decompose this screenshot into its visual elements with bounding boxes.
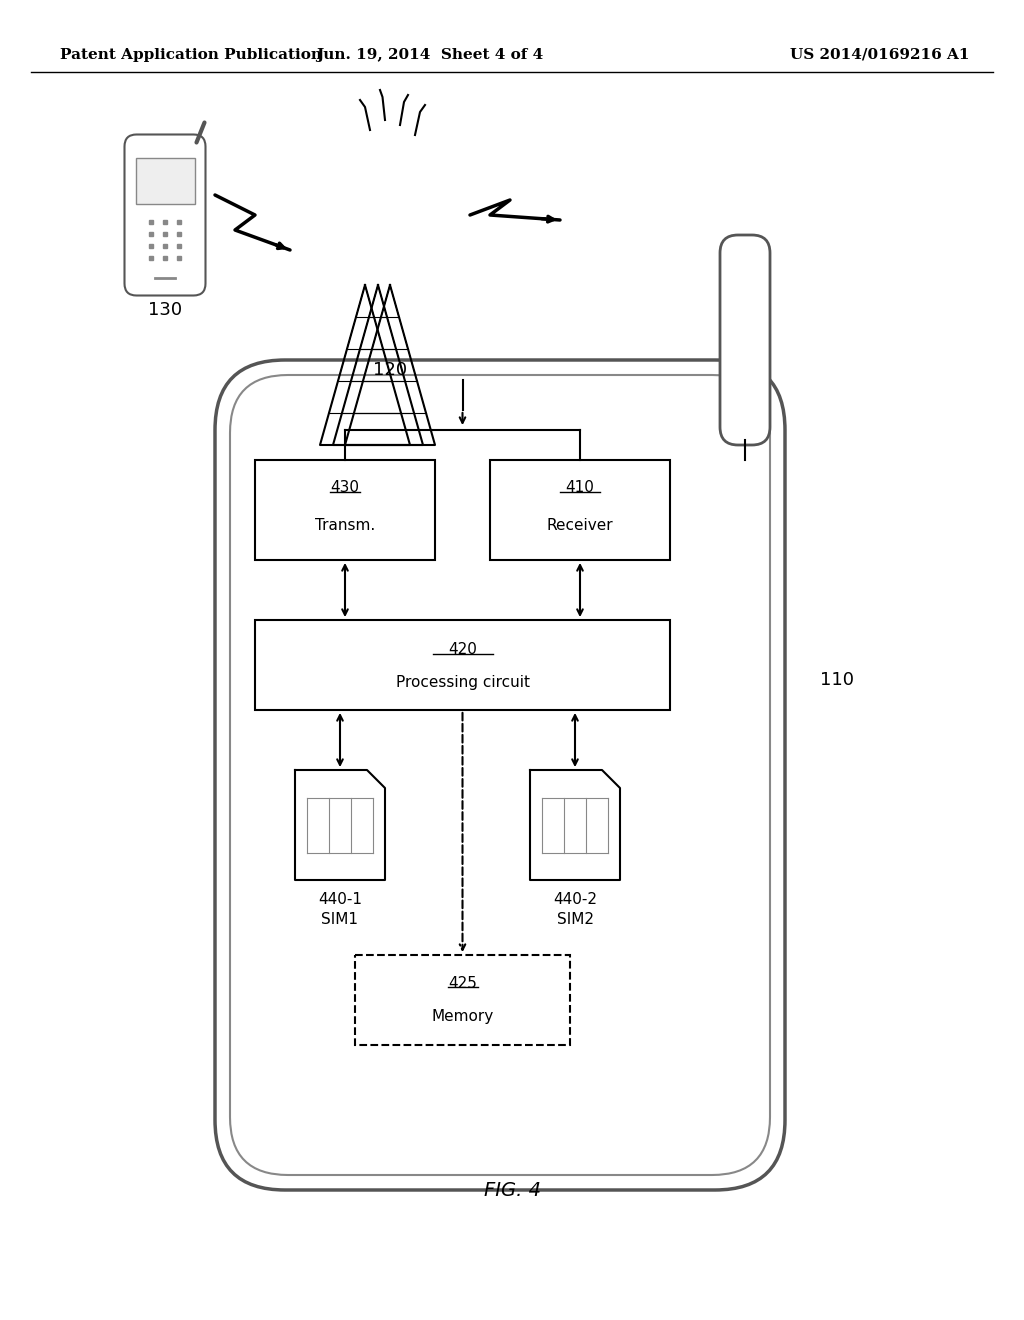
Text: 120: 120	[373, 360, 408, 379]
FancyBboxPatch shape	[255, 620, 670, 710]
Text: 130: 130	[147, 301, 182, 319]
Text: 425: 425	[449, 975, 477, 990]
Text: FIG. 4: FIG. 4	[483, 1180, 541, 1200]
Text: 410: 410	[565, 480, 595, 495]
Text: Memory: Memory	[431, 1010, 494, 1024]
FancyBboxPatch shape	[255, 459, 435, 560]
Text: US 2014/0169216 A1: US 2014/0169216 A1	[791, 48, 970, 62]
Text: SIM1: SIM1	[322, 912, 358, 928]
Text: 110: 110	[820, 671, 854, 689]
Polygon shape	[530, 770, 620, 880]
Text: 420: 420	[449, 643, 477, 657]
Text: Receiver: Receiver	[547, 517, 613, 532]
FancyBboxPatch shape	[720, 235, 770, 445]
FancyBboxPatch shape	[135, 157, 195, 205]
Text: SIM2: SIM2	[556, 912, 594, 928]
Text: 430: 430	[331, 480, 359, 495]
Text: Jun. 19, 2014  Sheet 4 of 4: Jun. 19, 2014 Sheet 4 of 4	[316, 48, 544, 62]
Polygon shape	[295, 770, 385, 880]
Text: 440-1: 440-1	[318, 892, 362, 908]
FancyBboxPatch shape	[125, 135, 206, 296]
FancyBboxPatch shape	[215, 360, 785, 1191]
FancyBboxPatch shape	[490, 459, 670, 560]
Text: Patent Application Publication: Patent Application Publication	[60, 48, 322, 62]
Text: Transm.: Transm.	[314, 517, 375, 532]
Text: Processing circuit: Processing circuit	[395, 675, 529, 689]
FancyBboxPatch shape	[355, 954, 570, 1045]
Text: 440-2: 440-2	[553, 892, 597, 908]
